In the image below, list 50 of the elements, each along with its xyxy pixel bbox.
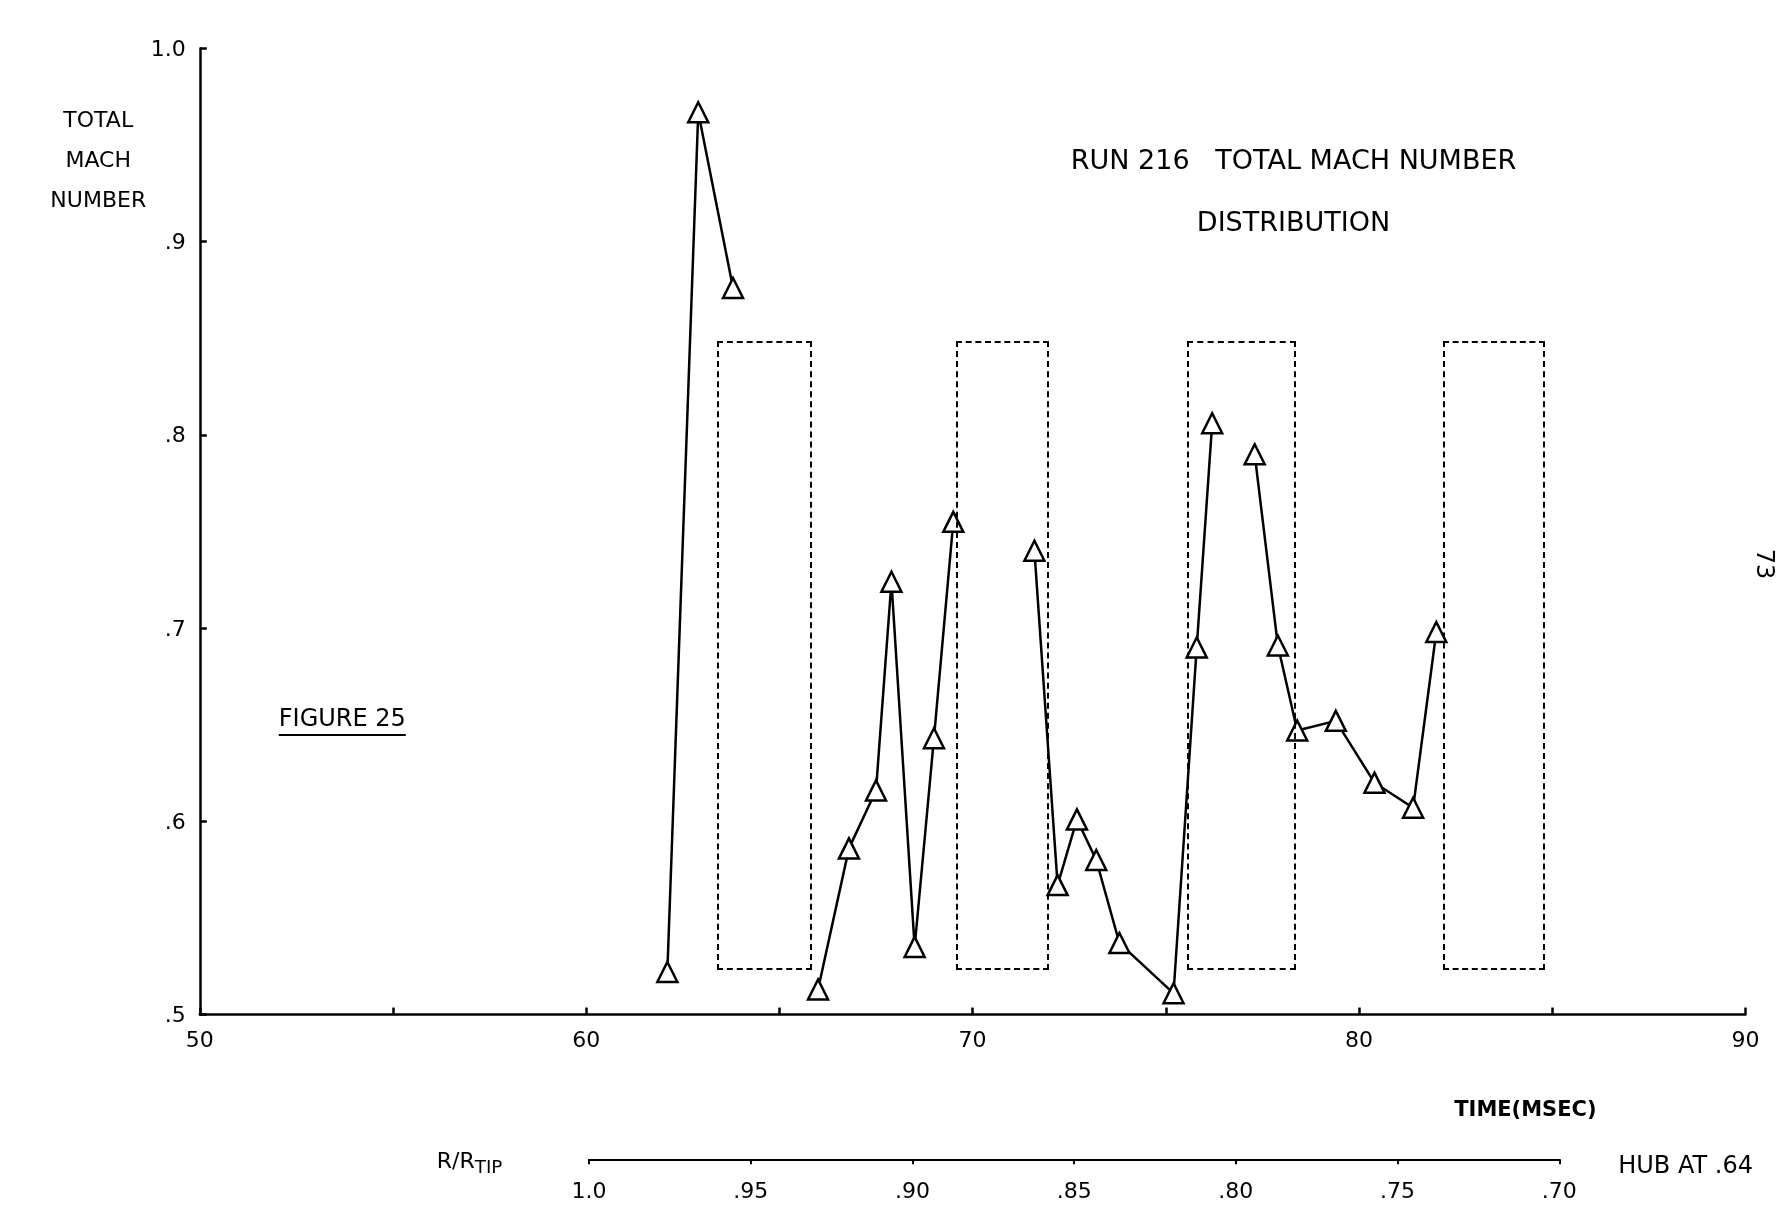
point — [922, 726, 946, 750]
x2-tick-label: .85 — [1056, 1177, 1092, 1203]
point — [1065, 808, 1089, 831]
y-tick-label: .9 — [164, 229, 186, 255]
point — [806, 978, 830, 1001]
x2-tick-label: .90 — [894, 1177, 930, 1203]
x-tick-label: 80 — [1345, 1027, 1374, 1053]
point — [837, 837, 861, 860]
point — [1162, 982, 1185, 1005]
point — [1023, 539, 1046, 563]
text: HUB AT .64 — [1618, 1151, 1753, 1180]
x2-axis-title: R/R$_{TIP}$ — [436, 1148, 503, 1178]
x2-tick-label: .95 — [733, 1177, 769, 1203]
point — [880, 570, 903, 593]
point — [1085, 848, 1108, 872]
y-axis-title: TOTAL MACH NUMBER — [50, 107, 147, 213]
point — [656, 960, 679, 984]
x-tick-label: 60 — [572, 1027, 601, 1053]
x2-tick-label: .80 — [1218, 1177, 1254, 1203]
y-tick-label: .8 — [164, 422, 186, 448]
point — [1243, 442, 1266, 466]
point — [1108, 931, 1131, 955]
point — [1285, 719, 1309, 742]
x2-tick-label: .70 — [1541, 1177, 1577, 1203]
point — [1401, 796, 1425, 820]
point — [864, 779, 888, 802]
point — [1266, 634, 1290, 657]
y-tick-label: 1.0 — [150, 35, 186, 61]
point — [942, 510, 965, 534]
point — [903, 935, 926, 959]
x-tick-label: 50 — [185, 1027, 214, 1053]
point — [1185, 636, 1208, 659]
y-tick-label: .5 — [164, 1002, 186, 1028]
point — [1046, 873, 1069, 897]
text: RUN 216 TOTAL MACH NUMBER DISTRIBUTION — [1070, 144, 1517, 238]
x2-tick-label: .75 — [1380, 1177, 1416, 1203]
y-tick-label: .6 — [164, 808, 186, 834]
point — [1363, 771, 1386, 794]
x2-tick-label: 1.0 — [571, 1177, 607, 1203]
point — [721, 276, 745, 300]
text: 73 — [1750, 548, 1779, 580]
annotation: FIGURE 25 — [278, 704, 406, 733]
point — [1324, 709, 1348, 733]
point — [1425, 620, 1448, 644]
x-tick-label: 90 — [1731, 1027, 1760, 1053]
x-axis-title: TIME(MSEC) — [1454, 1096, 1597, 1121]
point — [1200, 412, 1224, 435]
point — [687, 100, 710, 124]
x-tick-label: 70 — [958, 1027, 987, 1053]
y-tick-label: .7 — [164, 615, 186, 641]
